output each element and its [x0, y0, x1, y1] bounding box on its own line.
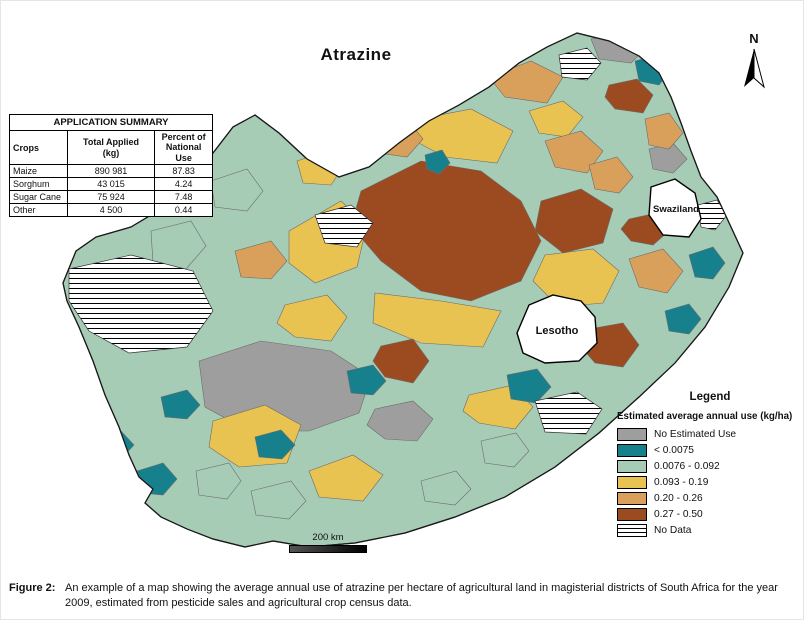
legend-swatch [617, 460, 647, 473]
column-header-total: Total Applied (kg) [66, 129, 156, 166]
crop-percent: 87.83 [154, 164, 213, 179]
legend-items: No Estimated Use < 0.0075 0.0076 - 0.092 0.… [617, 428, 803, 537]
legend-swatch [617, 476, 647, 489]
legend-item: No Estimated Use [617, 428, 803, 441]
column-header-total-line2: (kg) [102, 147, 120, 158]
north-arrow: N [741, 31, 767, 96]
figure-caption-text: An example of a map showing the average … [65, 582, 778, 609]
scale-bar: 200 km [289, 532, 367, 553]
crop-percent: 0.44 [154, 203, 213, 218]
crop-percent: 7.48 [154, 190, 213, 205]
crop-name: Maize [9, 164, 68, 179]
application-summary-table: APPLICATION SUMMARY Crops Total Applied … [9, 114, 213, 218]
lesotho-shape [516, 294, 598, 364]
column-header-total-line1: Total Applied [83, 137, 139, 148]
legend-swatch [617, 428, 647, 441]
crop-total: 4 500 [66, 203, 156, 218]
legend-item: 0.0076 - 0.092 [617, 460, 803, 473]
legend-item: No Data [617, 524, 803, 537]
figure-label: Figure 2: [9, 582, 56, 594]
crop-total: 43 015 [66, 177, 156, 192]
column-header-percent-line2: National Use [165, 142, 202, 163]
crop-row: Sorghum 43 015 4.24 [9, 177, 213, 192]
crop-percent: 4.24 [154, 177, 213, 192]
lesotho-label: Lesotho [536, 325, 579, 337]
legend-item-label: 0.20 - 0.26 [654, 493, 703, 504]
legend-item: 0.093 - 0.19 [617, 476, 803, 489]
legend-item: < 0.0075 [617, 444, 803, 457]
crop-row: Sugar Cane 75 924 7.48 [9, 190, 213, 205]
column-header-crops: Crops [9, 129, 68, 166]
legend-item-label: 0.0076 - 0.092 [654, 461, 720, 472]
legend-subtitle: Estimated average annual use (kg/ha) [617, 411, 793, 422]
crop-total: 75 924 [66, 190, 156, 205]
crop-row: Maize 890 981 87.83 [9, 164, 213, 179]
swaziland-label: Swaziland [653, 204, 699, 215]
swaziland-shape [648, 178, 702, 238]
crop-total: 890 981 [66, 164, 156, 179]
legend-swatch [617, 492, 647, 505]
legend-swatch [617, 508, 647, 521]
crop-row: Other 4 500 0.44 [9, 203, 213, 218]
legend-swatch [617, 524, 647, 537]
legend-item-label: No Data [654, 525, 692, 536]
map-title: Atrazine [320, 45, 392, 64]
legend-item: 0.27 - 0.50 [617, 508, 803, 521]
legend-item: 0.20 - 0.26 [617, 492, 803, 505]
legend-item-label: < 0.0075 [654, 445, 694, 456]
country-border [62, 32, 744, 548]
north-label: N [749, 31, 759, 46]
legend: Legend Estimated average annual use (kg/… [617, 391, 803, 540]
crop-name: Other [9, 203, 68, 218]
figure-caption: Figure 2: An example of a map showing th… [1, 579, 803, 611]
crop-name: Sugar Cane [9, 190, 68, 205]
legend-item-label: No Estimated Use [654, 429, 737, 440]
scale-bar-rect [289, 545, 367, 553]
crop-name: Sorghum [9, 177, 68, 192]
crop-table-body: Maize 890 981 87.83 Sorghum 43 015 4.24 Sugar … [9, 164, 213, 218]
legend-swatch [617, 444, 647, 457]
legend-title: Legend [689, 391, 731, 403]
table-title: APPLICATION SUMMARY [9, 114, 213, 131]
north-arrow-icon [744, 48, 765, 89]
legend-item-label: 0.093 - 0.19 [654, 477, 709, 488]
column-header-percent-line1: Percent of [161, 132, 206, 142]
column-header-percent: Percent of National Use [154, 129, 213, 166]
scale-label: 200 km [312, 532, 344, 543]
legend-item-label: 0.27 - 0.50 [654, 509, 703, 520]
